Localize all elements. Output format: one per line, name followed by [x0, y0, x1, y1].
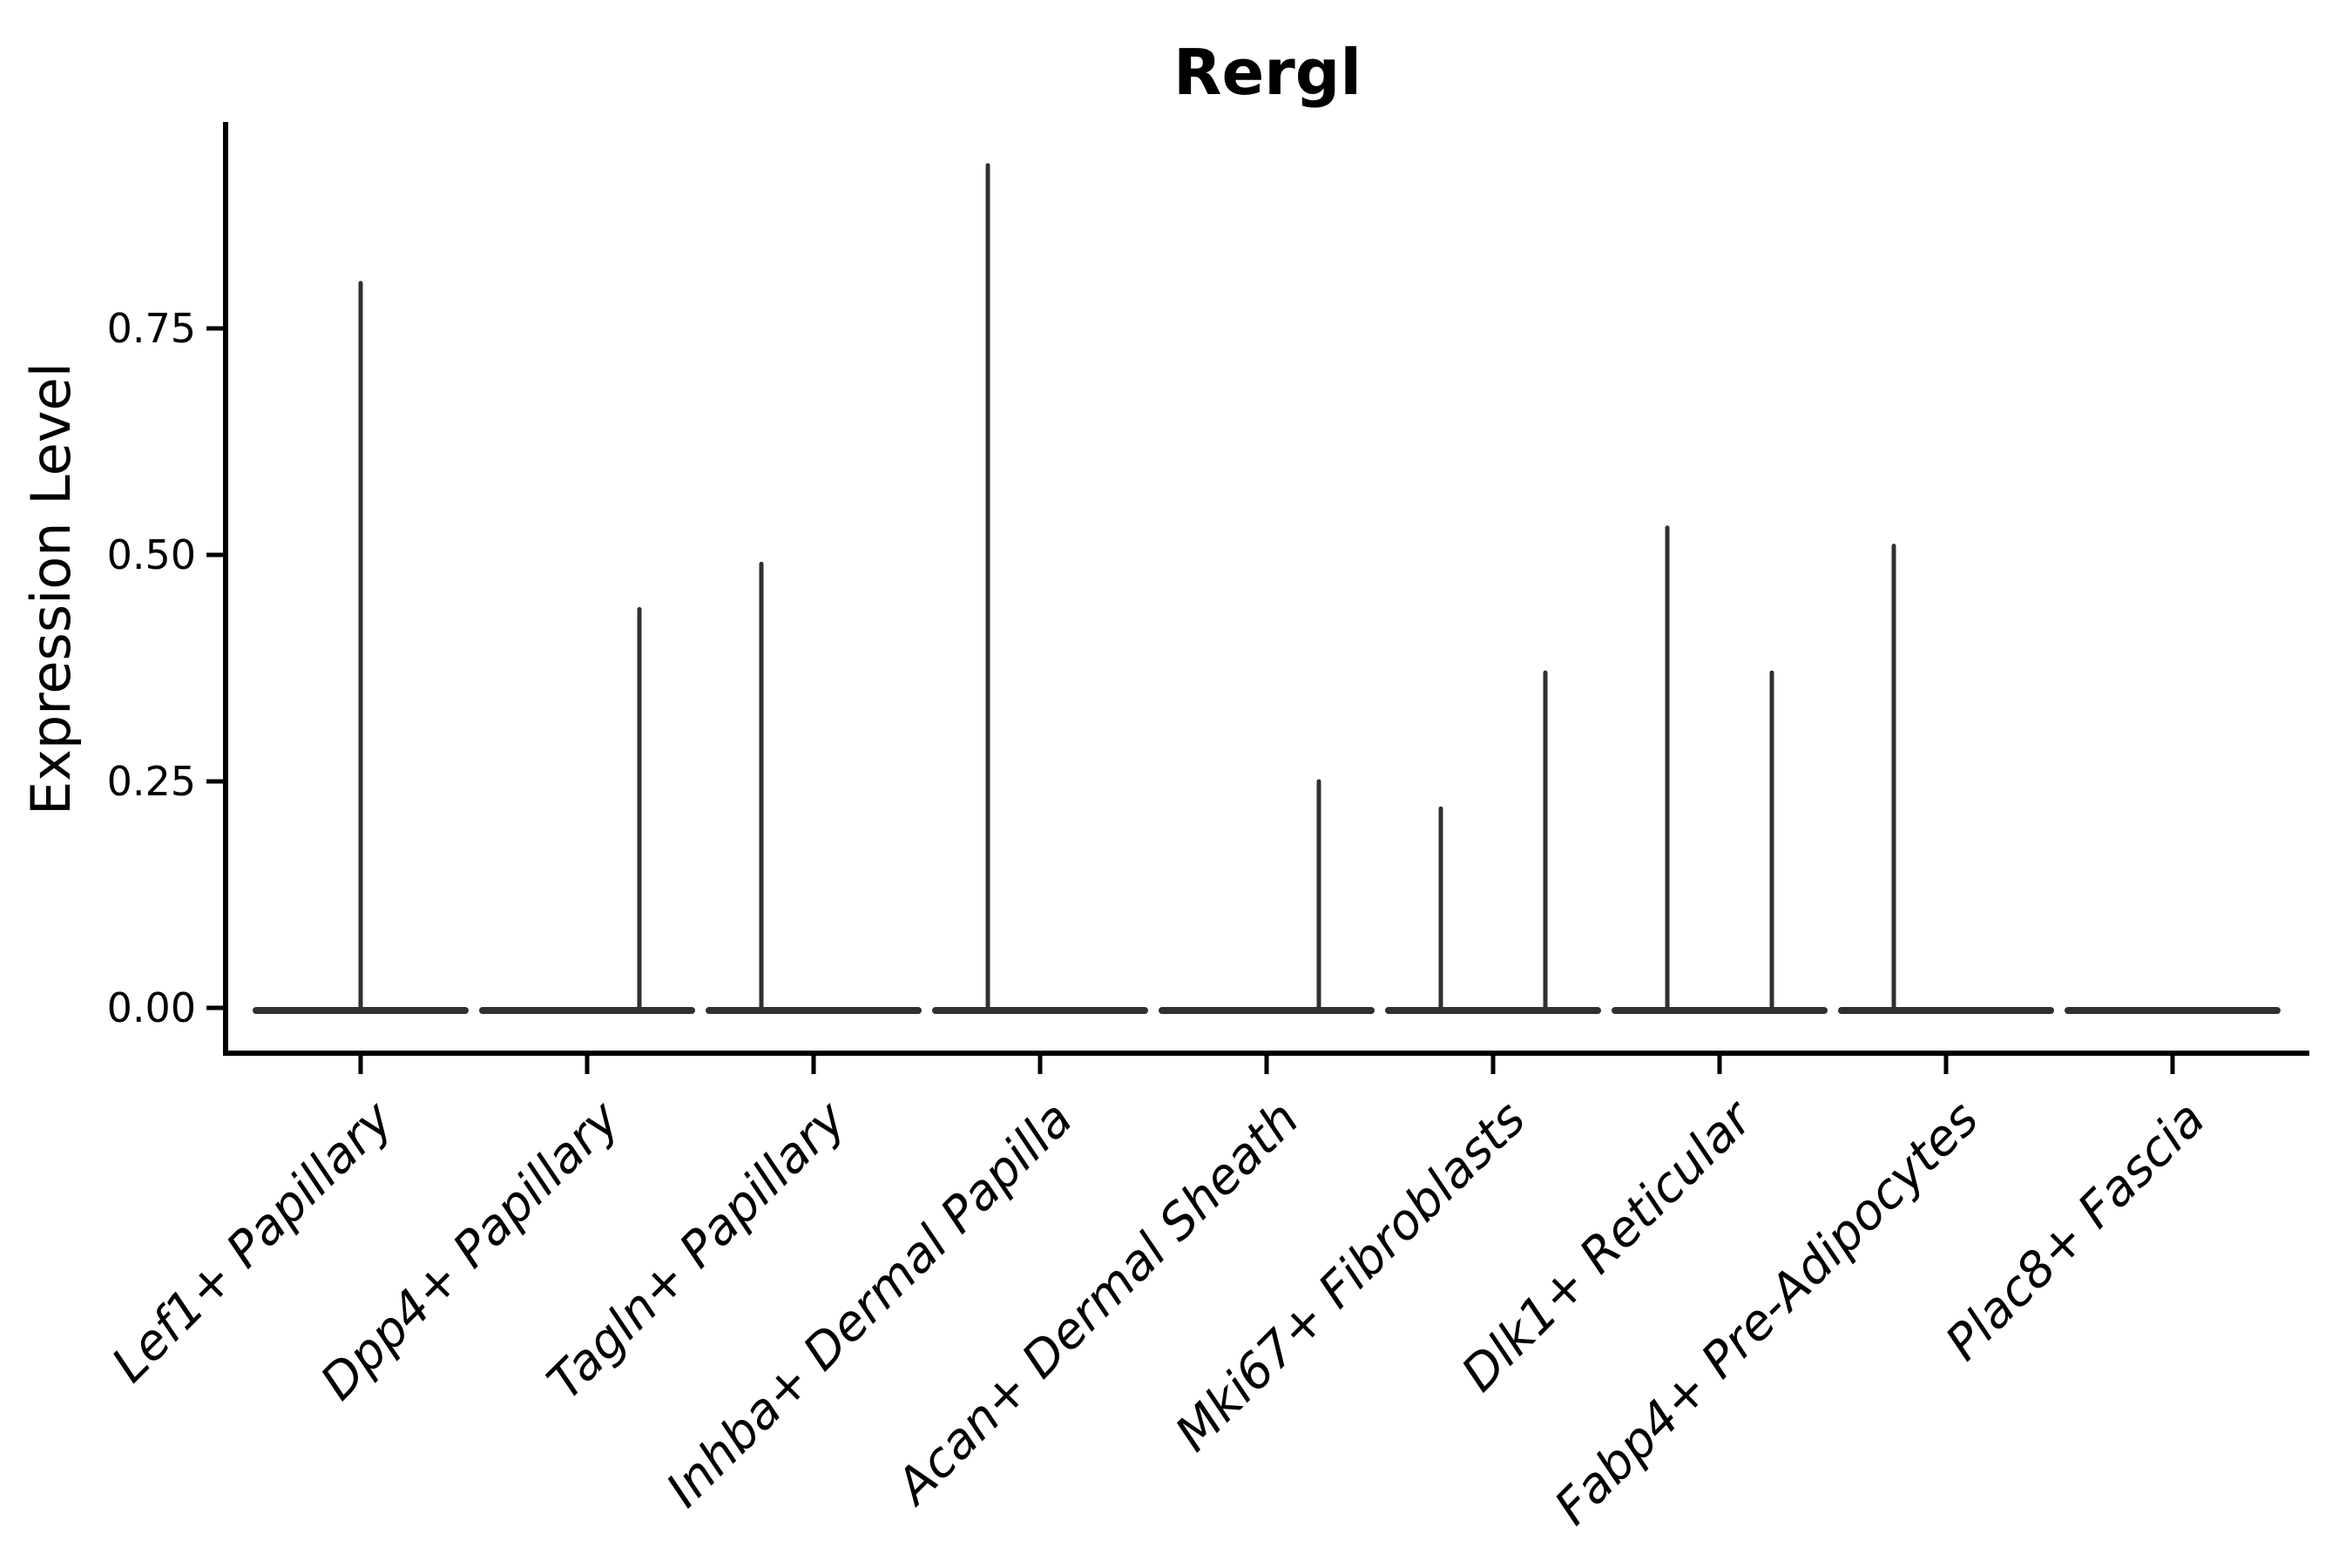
y-axis-ticks: 0.00 0.25 0.50 0.75 — [107, 305, 226, 1031]
violin — [706, 561, 922, 1014]
y-tick-label: 0.50 — [107, 531, 196, 578]
y-tick-label: 0.75 — [107, 305, 196, 352]
axes — [223, 122, 2309, 1056]
violin — [253, 280, 469, 1014]
y-tick-label: 0.25 — [107, 758, 196, 805]
y-tick-label: 0.00 — [107, 984, 196, 1031]
violin — [1838, 544, 2054, 1014]
y-axis-title: Expression Level — [19, 362, 83, 815]
chart-title: Rergl — [1173, 36, 1362, 109]
violin — [932, 163, 1148, 1014]
violin — [1385, 670, 1601, 1014]
x-tick-label: Inhba+ Dermal Papilla — [656, 1091, 1084, 1518]
violin — [479, 606, 695, 1014]
violin-series — [253, 163, 2281, 1014]
violin — [1159, 779, 1375, 1014]
x-tick-label: Acan+ Dermal Sheath — [884, 1091, 1310, 1517]
x-tick-label: Fabp4+ Pre-Adipocytes — [1544, 1091, 1990, 1536]
violin — [1612, 525, 1828, 1014]
